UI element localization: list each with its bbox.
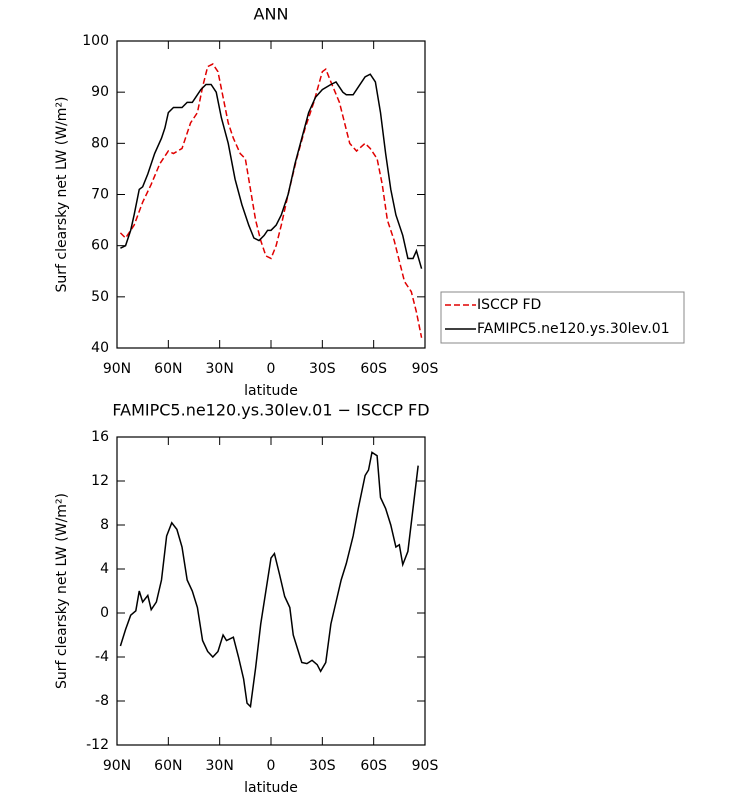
y-tick-label: 0 — [100, 605, 109, 621]
legend-label: FAMIPC5.ne120.ys.30lev.01 — [477, 321, 670, 337]
x-tick-label: 60N — [154, 361, 182, 377]
x-tick-label: 90N — [103, 758, 131, 774]
y-tick-label: 16 — [91, 429, 109, 445]
y-tick-label: 70 — [91, 187, 109, 203]
x-axis-label: latitude — [244, 383, 298, 399]
x-tick-label: 60S — [360, 758, 387, 774]
x-tick-label: 30S — [309, 758, 336, 774]
data-line — [119, 451, 419, 709]
x-tick-label: 60S — [360, 361, 387, 377]
x-axis-label: latitude — [244, 780, 298, 796]
x-tick-label: 0 — [267, 758, 276, 774]
y-tick-label: -12 — [86, 737, 109, 753]
y-tick-label: 80 — [91, 135, 109, 151]
x-tick-label: 60N — [154, 758, 182, 774]
legend-label: ISCCP FD — [477, 297, 541, 313]
y-tick-label: 90 — [91, 84, 109, 100]
y-axis-label: Surf clearsky net LW (W/m²) — [54, 493, 70, 689]
y-tick-label: 12 — [91, 473, 109, 489]
plot-frame — [116, 40, 426, 349]
x-tick-label: 90S — [412, 361, 439, 377]
data-line — [119, 63, 423, 338]
x-tick-label: 30N — [206, 758, 234, 774]
plot-frame — [116, 436, 426, 746]
x-tick-label: 30N — [206, 361, 234, 377]
legend: ISCCP FD FAMIPC5.ne120.ys.30lev.01 — [440, 291, 685, 344]
x-tick-label: 0 — [267, 361, 276, 377]
x-tick-label: 90S — [412, 758, 439, 774]
y-tick-label: 4 — [100, 561, 109, 577]
y-tick-label: 40 — [91, 340, 109, 356]
y-tick-label: 60 — [91, 238, 109, 254]
y-tick-label: -8 — [95, 693, 109, 709]
y-tick-label: 50 — [91, 289, 109, 305]
x-tick-label: 30S — [309, 361, 336, 377]
x-tick-label: 90N — [103, 361, 131, 377]
legend-box — [440, 291, 685, 344]
data-line — [120, 73, 423, 269]
y-tick-label: -4 — [95, 649, 109, 665]
y-axis-label: Surf clearsky net LW (W/m²) — [54, 96, 70, 292]
y-tick-label: 8 — [100, 517, 109, 533]
chart-title: FAMIPC5.ne120.ys.30lev.01 − ISCCP FD — [112, 401, 429, 420]
chart-title: ANN — [254, 5, 289, 24]
y-tick-label: 100 — [82, 33, 109, 49]
